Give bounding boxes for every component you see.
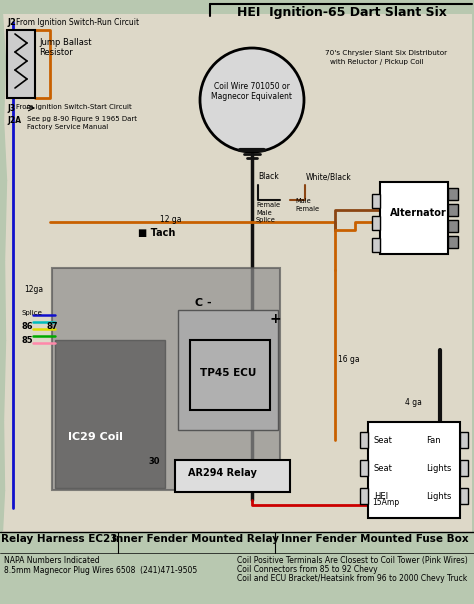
- Text: Male: Male: [256, 210, 272, 216]
- Text: Female: Female: [295, 206, 319, 212]
- Text: Male: Male: [295, 198, 311, 204]
- Text: 15Amp: 15Amp: [372, 498, 399, 507]
- Text: +: +: [270, 312, 282, 326]
- Text: Inner Fender Mounted Fuse Box: Inner Fender Mounted Fuse Box: [281, 534, 469, 544]
- Bar: [448, 204, 458, 216]
- Bar: [2, 14, 472, 532]
- Text: 70's Chrysler Slant Six Distributor: 70's Chrysler Slant Six Distributor: [325, 50, 447, 56]
- Text: Relay Harness EC23: Relay Harness EC23: [1, 534, 117, 544]
- Bar: [460, 432, 468, 448]
- Text: Lights: Lights: [426, 492, 451, 501]
- Text: Lights: Lights: [426, 464, 451, 473]
- Text: 85: 85: [22, 336, 34, 345]
- Text: TP45 ECU: TP45 ECU: [200, 368, 256, 378]
- Text: Alternator: Alternator: [390, 208, 447, 218]
- Text: NAPA Numbers Indicated: NAPA Numbers Indicated: [4, 556, 100, 565]
- Circle shape: [200, 48, 304, 152]
- Text: J2A: J2A: [7, 116, 21, 125]
- Text: From Ignition Switch-Start Circuit: From Ignition Switch-Start Circuit: [16, 104, 132, 110]
- Text: Jump Ballast: Jump Ballast: [39, 38, 91, 47]
- Bar: [460, 460, 468, 476]
- Text: J3: J3: [7, 104, 15, 113]
- Bar: [380, 182, 448, 254]
- Bar: [372, 216, 380, 230]
- Text: Inner Fender Mounted Relay: Inner Fender Mounted Relay: [112, 534, 280, 544]
- Text: C -: C -: [195, 298, 211, 308]
- Text: See pg 8-90 Figure 9 1965 Dart: See pg 8-90 Figure 9 1965 Dart: [27, 116, 137, 122]
- Text: Splice: Splice: [256, 217, 276, 223]
- Bar: [7, 30, 35, 98]
- Text: Fan: Fan: [426, 436, 441, 445]
- Text: IC29 Coil: IC29 Coil: [68, 432, 123, 442]
- Text: Coil Connectors from 85 to 92 Chevy: Coil Connectors from 85 to 92 Chevy: [237, 565, 378, 574]
- Bar: [360, 432, 368, 448]
- Text: Black: Black: [258, 172, 279, 181]
- Bar: [190, 340, 270, 410]
- Text: Magnecor Equivalent: Magnecor Equivalent: [211, 92, 292, 101]
- Text: HEI: HEI: [374, 492, 388, 501]
- Bar: [175, 460, 290, 492]
- Text: HEI  Ignition-65 Dart Slant Six: HEI Ignition-65 Dart Slant Six: [237, 6, 447, 19]
- Bar: [360, 488, 368, 504]
- Text: Female: Female: [256, 202, 280, 208]
- Text: White/Black: White/Black: [306, 172, 352, 181]
- Bar: [360, 460, 368, 476]
- Text: ■ Tach: ■ Tach: [138, 228, 175, 238]
- Text: J2: J2: [7, 18, 16, 27]
- Bar: [372, 238, 380, 252]
- Text: 4 ga: 4 ga: [405, 398, 422, 407]
- Bar: [55, 340, 165, 488]
- Bar: [372, 194, 380, 208]
- Bar: [448, 220, 458, 232]
- Text: 12 ga: 12 ga: [160, 215, 182, 224]
- Text: 8.5mm Magnecor Plug Wires 6508  (241)471-9505: 8.5mm Magnecor Plug Wires 6508 (241)471-…: [4, 566, 197, 575]
- Text: Factory Service Manual: Factory Service Manual: [27, 124, 108, 130]
- Bar: [52, 268, 280, 490]
- Text: 12ga: 12ga: [24, 285, 43, 294]
- Text: 86: 86: [22, 322, 34, 331]
- Text: Resistor: Resistor: [39, 48, 73, 57]
- Bar: [368, 422, 460, 518]
- Text: Seat: Seat: [374, 464, 393, 473]
- Text: From Ignition Switch-Run Circuit: From Ignition Switch-Run Circuit: [16, 18, 139, 27]
- Text: 30: 30: [148, 457, 159, 466]
- Bar: [448, 188, 458, 200]
- Text: Seat: Seat: [374, 436, 393, 445]
- Bar: [448, 236, 458, 248]
- Bar: [178, 310, 278, 430]
- Text: AR294 Relay: AR294 Relay: [188, 468, 257, 478]
- Text: Coil and ECU Bracket/Heatsink from 96 to 2000 Chevy Truck: Coil and ECU Bracket/Heatsink from 96 to…: [237, 574, 467, 583]
- Text: Splice: Splice: [22, 310, 43, 316]
- Bar: [460, 488, 468, 504]
- Text: 87: 87: [47, 322, 58, 331]
- Text: Coil Wire 701050 or: Coil Wire 701050 or: [214, 82, 290, 91]
- Text: with Reluctor / Pickup Coil: with Reluctor / Pickup Coil: [330, 59, 424, 65]
- Text: Coil Positive Terminals Are Closest to Coil Tower (Pink Wires): Coil Positive Terminals Are Closest to C…: [237, 556, 468, 565]
- Text: 16 ga: 16 ga: [338, 355, 360, 364]
